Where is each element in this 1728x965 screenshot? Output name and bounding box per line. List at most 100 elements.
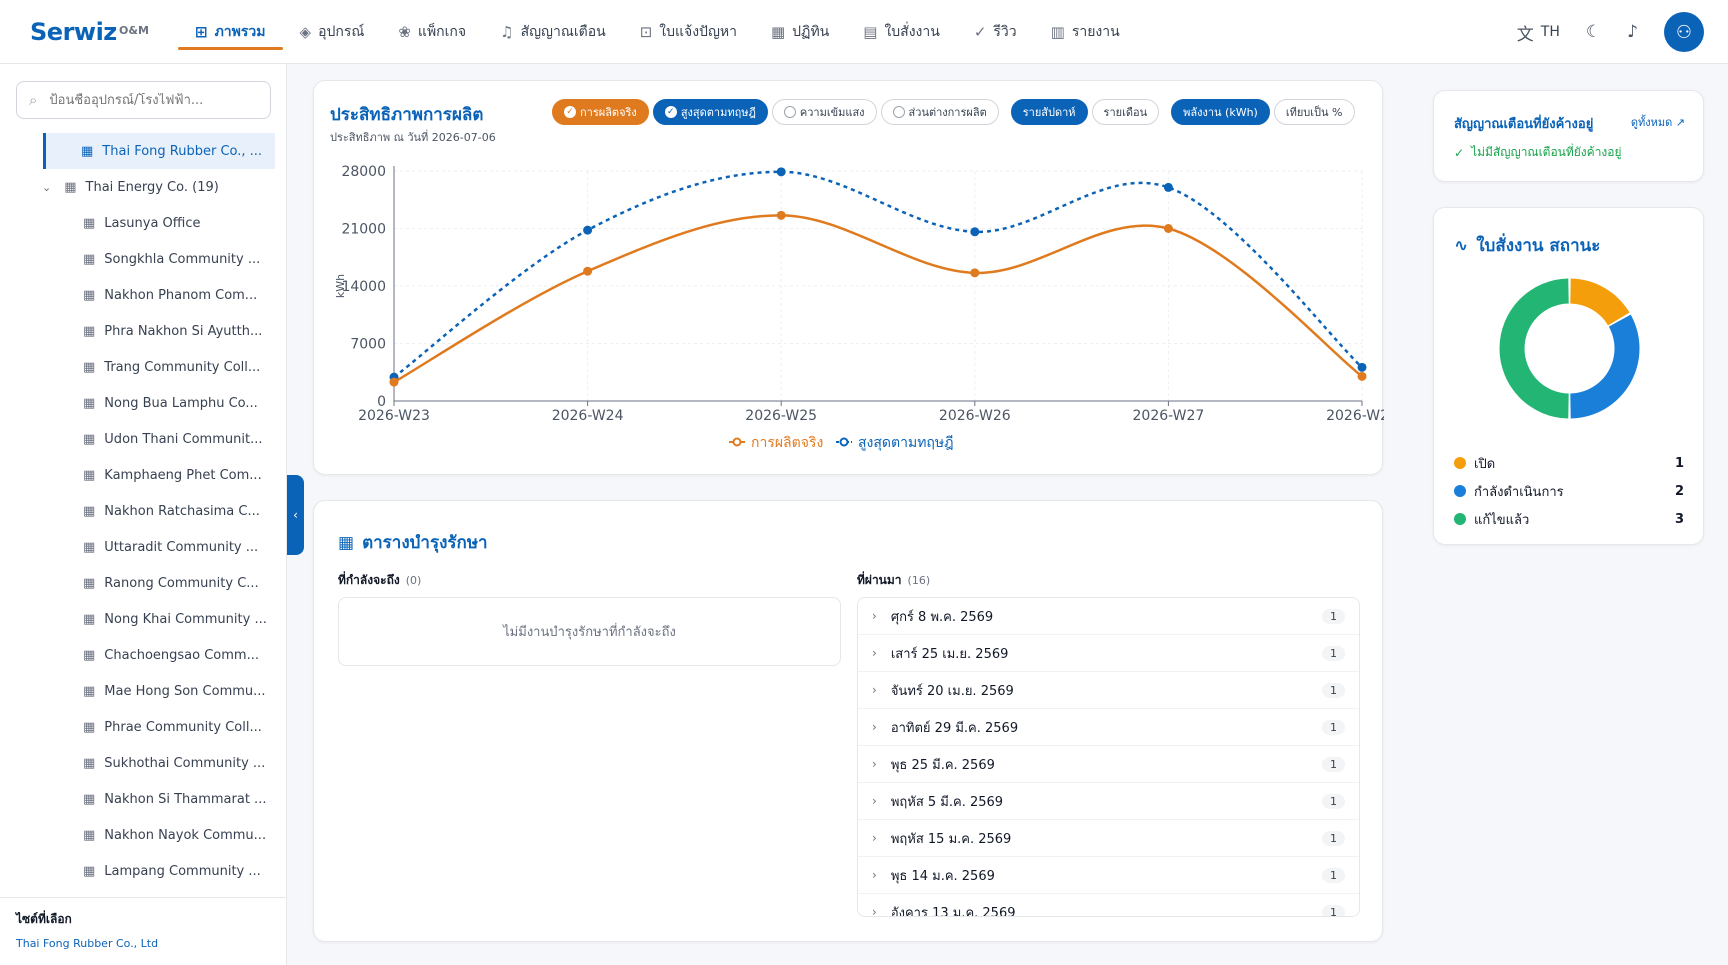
tree-item-label: Lasunya Office bbox=[104, 215, 201, 231]
past-maintenance-row[interactable]: › พฤหัส 15 ม.ค. 2569 1 bbox=[858, 820, 1359, 857]
x-tick-label: 2026-W26 bbox=[939, 408, 1011, 424]
tree-item-site[interactable]: ▦ Uttaradit Community ... bbox=[0, 529, 287, 565]
tree-item-site[interactable]: ▦ Phra Nakhon Si Ayutth... bbox=[0, 313, 287, 349]
view-all-link[interactable]: ดูทั้งหมด ↗ bbox=[1631, 113, 1685, 131]
checkbox-unchecked-icon bbox=[783, 106, 796, 118]
workorder-donut-chart bbox=[1499, 278, 1640, 419]
tree-item-site[interactable]: ▦ Kamphaeng Phet Com... bbox=[0, 457, 287, 493]
chart-filter-chip[interactable]: ✓ สูงสุดตามทฤษฎี bbox=[652, 99, 768, 125]
nav-calendar[interactable]: ▦ ปฏิทิน bbox=[754, 0, 846, 64]
tree-item-site[interactable]: ▦ Songkhla Community ... bbox=[0, 241, 287, 277]
past-maintenance-row[interactable]: › พุธ 14 ม.ค. 2569 1 bbox=[858, 857, 1359, 894]
nav-alerts[interactable]: ♫ สัญญาณเตือน bbox=[483, 0, 623, 64]
legend-value: 1 bbox=[1674, 455, 1684, 471]
past-count-badge: 1 bbox=[1322, 645, 1345, 661]
chip-label: พลังงาน (kWh) bbox=[1183, 106, 1258, 119]
nav-tickets[interactable]: ⊡ ใบแจ้งปัญหา bbox=[623, 0, 754, 64]
chart-filter-chip[interactable]: พลังงาน (kWh) bbox=[1171, 99, 1270, 125]
calendar-icon: ▦ bbox=[338, 532, 355, 553]
past-maintenance-row[interactable]: › พุธ 25 มี.ค. 2569 1 bbox=[858, 746, 1359, 783]
tree-group[interactable]: ⌄ ▦ Thai Energy Co. (19) bbox=[0, 169, 287, 205]
tree-item-site[interactable]: ▦ Chachoengsao Comm... bbox=[0, 637, 287, 673]
nav-workorders[interactable]: ▤ ใบสั่งงาน bbox=[846, 0, 957, 64]
checkbox-checked-icon: ✓ bbox=[664, 106, 677, 118]
tree-item-site[interactable]: ▦ Ranong Community C... bbox=[0, 565, 287, 601]
tree-item-label: Uttaradit Community ... bbox=[104, 539, 259, 555]
search-box[interactable]: ⌕ bbox=[16, 81, 271, 119]
past-date-label: เสาร์ 25 เม.ย. 2569 bbox=[890, 646, 1009, 662]
chart-filter-chip[interactable]: ความเข้มแสง bbox=[771, 99, 877, 125]
past-maintenance-row[interactable]: › พฤหัส 5 มี.ค. 2569 1 bbox=[858, 783, 1359, 820]
tree-item-site[interactable]: ▦ Nakhon Ratchasima C... bbox=[0, 493, 287, 529]
chip-label: เทียบเป็น % bbox=[1285, 106, 1343, 119]
past-maintenance-row[interactable]: › อังคาร 13 ม.ค. 2569 1 bbox=[858, 894, 1359, 916]
legend-label: กำลังดำเนินการ bbox=[1474, 484, 1564, 500]
tree-item-site[interactable]: ▦ Mae Hong Son Commu... bbox=[0, 673, 287, 709]
moon-icon[interactable]: ☾ bbox=[1585, 22, 1602, 42]
bell-icon[interactable]: ♪ bbox=[1627, 22, 1638, 42]
nav-reports[interactable]: ▥ รายงาน bbox=[1034, 0, 1137, 64]
nav-equipment[interactable]: ◈ อุปกรณ์ bbox=[283, 0, 382, 64]
tree-item-site[interactable]: ▦ Sukhothai Community ... bbox=[0, 745, 287, 781]
search-input[interactable] bbox=[49, 92, 250, 108]
tree-item-site[interactable]: ▦ Nong Bua Lamphu Co... bbox=[0, 385, 287, 421]
user-avatar[interactable]: ⚇ bbox=[1664, 12, 1704, 52]
check-circle-icon: ✓ bbox=[1454, 145, 1465, 160]
tree-item-selected[interactable]: ▦ Thai Fong Rubber Co., ... bbox=[43, 133, 275, 169]
nav-packages[interactable]: ❀ แพ็กเกจ bbox=[381, 0, 483, 64]
tree-item-site[interactable]: ▦ Nakhon Phanom Com... bbox=[0, 277, 287, 313]
building-icon: ▦ bbox=[81, 143, 94, 159]
past-maintenance-row[interactable]: › เสาร์ 25 เม.ย. 2569 1 bbox=[858, 635, 1359, 672]
past-maintenance-row[interactable]: › อาทิตย์ 29 มี.ค. 2569 1 bbox=[858, 709, 1359, 746]
nav-label: รีวิว bbox=[993, 24, 1017, 40]
tree-item-site[interactable]: ▦ Nong Khai Community ... bbox=[0, 601, 287, 637]
tree-group-label: Thai Energy Co. (19) bbox=[85, 179, 219, 195]
tree-item-site[interactable]: ▦ Phrae Community Coll... bbox=[0, 709, 287, 745]
sidebar-collapse-button[interactable]: ‹ bbox=[287, 475, 304, 555]
tree-item-site[interactable]: ▦ Trang Community Coll... bbox=[0, 349, 287, 385]
tree-item-site[interactable]: ▦ Nakhon Nayok Commu... bbox=[0, 817, 287, 853]
nav-review[interactable]: ✓ รีวิว bbox=[957, 0, 1034, 64]
chart-filter-chip[interactable]: เทียบเป็น % bbox=[1273, 99, 1355, 125]
tree-item-site[interactable]: ▦ Lasunya Office bbox=[0, 205, 287, 241]
tree-item-site[interactable]: ▦ Udon Thani Communit... bbox=[0, 421, 287, 457]
upcoming-count: (0) bbox=[405, 574, 422, 587]
selected-site: ไซต์ที่เลือก Thai Fong Rubber Co., Ltd bbox=[0, 897, 287, 962]
tree-item-site[interactable]: ▦ Lampang Community ... bbox=[0, 853, 287, 889]
performance-chart: 0 7000 14000 21000 28000 2026-W23 2026-W24 2026… bbox=[334, 164, 1384, 451]
language-label: TH bbox=[1540, 24, 1560, 40]
tree-item-label: Trang Community Coll... bbox=[104, 359, 261, 375]
past-header: ที่ผ่านมา (16) bbox=[857, 571, 930, 590]
legend-row: เปิด 1 bbox=[1454, 449, 1684, 477]
performance-card: 0 7000 14000 21000 28000 2026-W23 2026-W24 2026… bbox=[313, 80, 1384, 475]
chart-filter-chip[interactable]: ส่วนต่างการผลิต bbox=[880, 99, 999, 125]
app-logo[interactable]: Serwiz bbox=[30, 18, 117, 46]
past-maintenance-row[interactable]: › จันทร์ 20 เม.ย. 2569 1 bbox=[858, 672, 1359, 709]
box-icon: ◈ bbox=[299, 23, 312, 41]
past-count-badge: 1 bbox=[1322, 867, 1345, 883]
upcoming-header: ที่กำลังจะถึง (0) bbox=[338, 571, 421, 590]
past-maintenance-row[interactable]: › ศุกร์ 8 พ.ค. 2569 1 bbox=[858, 598, 1359, 635]
nav-label: อุปกรณ์ bbox=[318, 24, 365, 40]
legend-label: สูงสุดตามทฤษฎี bbox=[858, 435, 954, 451]
chart-filter-chip[interactable]: ✓ การผลิตจริง bbox=[552, 99, 649, 125]
language-switch[interactable]: 文 TH bbox=[1517, 20, 1560, 45]
tree-item-label: Ranong Community C... bbox=[104, 575, 259, 591]
workorder-legend: เปิด 1 กำลังดำเนินการ 2 แก้ไขแล้ว 3 bbox=[1454, 449, 1684, 533]
nav-label: แพ็กเกจ bbox=[417, 24, 467, 40]
chart-filter-chips: ✓ การผลิตจริง ✓ สูงสุดตามทฤษฎี ความเข้มแสง ส่… bbox=[552, 99, 1355, 125]
maintenance-card: ▦ ตารางบำรุงรักษา ที่กำลังจะถึง (0) ไม่มีง… bbox=[313, 500, 1383, 942]
building-icon: ▦ bbox=[83, 575, 96, 591]
chart-filter-chip[interactable]: รายเดือน bbox=[1091, 99, 1160, 125]
nav-label: ใบสั่งงาน bbox=[884, 24, 940, 40]
chevron-right-icon: › bbox=[872, 868, 877, 882]
chevron-down-icon[interactable]: ⌄ bbox=[42, 180, 52, 194]
nav-overview[interactable]: ⊞ ภาพรวม bbox=[178, 0, 283, 64]
chart-filter-chip[interactable]: รายสัปดาห์ bbox=[1010, 99, 1088, 125]
top-navbar: Serwiz O&M ⊞ ภาพรวม ◈ อุปกรณ์ ❀ แพ็กเกจ ♫ สั… bbox=[0, 0, 1728, 64]
y-tick-label: 7000 bbox=[350, 337, 386, 353]
past-maintenance-list: › ศุกร์ 8 พ.ค. 2569 1 › เสาร์ 25 เม.ย. 2569 1… bbox=[857, 597, 1360, 917]
tree-item-site[interactable]: ▦ Nakhon Si Thammarat ... bbox=[0, 781, 287, 817]
tree-item-label: Phrae Community Coll... bbox=[104, 719, 262, 735]
y-tick-label: 0 bbox=[377, 394, 386, 410]
